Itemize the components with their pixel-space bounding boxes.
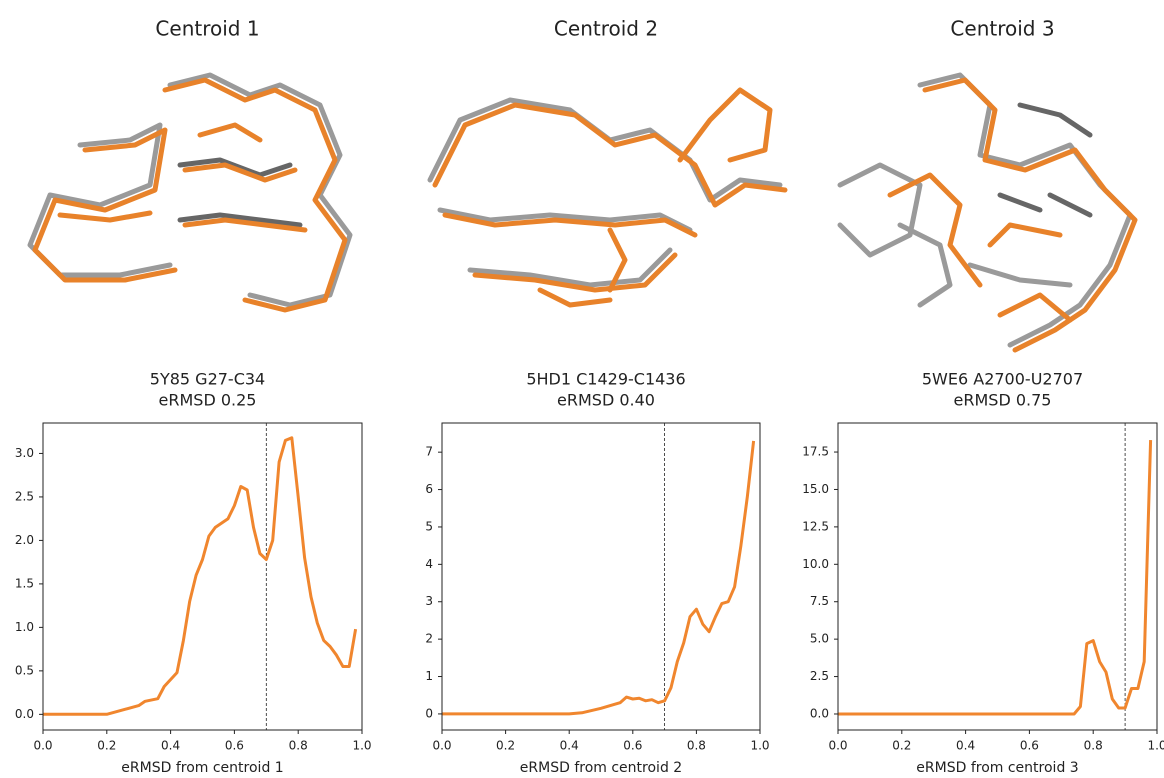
- y-tick-label: 7: [425, 445, 433, 459]
- structure-3: [837, 72, 1138, 353]
- y-tick-label: 2: [425, 632, 433, 646]
- x-axis-label: eRMSD from centroid 3: [916, 760, 1078, 776]
- x-tick-label: 0.4: [560, 739, 579, 753]
- panel-title: Centroid 1: [155, 17, 259, 41]
- y-tick-label: 7.5: [810, 594, 829, 608]
- data-line: [442, 440, 756, 716]
- y-tick-label: 5.0: [810, 632, 829, 646]
- x-tick-label: 0.6: [1020, 739, 1039, 753]
- x-tick-label: 0.6: [225, 739, 244, 753]
- structure-2: [427, 87, 788, 308]
- y-tick-label: 3: [425, 594, 433, 608]
- x-tick-label: 0.0: [33, 739, 52, 753]
- panel-subtitle: 5HD1 C1429-C1436: [526, 370, 685, 389]
- y-tick-label: 0.5: [15, 663, 34, 677]
- y-tick-label: 5: [425, 519, 433, 533]
- structure-1: [27, 72, 353, 313]
- y-tick-label: 3.0: [15, 446, 34, 460]
- y-tick-label: 15.0: [802, 482, 829, 496]
- data-line: [838, 440, 1153, 716]
- x-tick-label: 0.2: [97, 739, 116, 753]
- y-tick-label: 17.5: [802, 445, 829, 459]
- x-tick-label: 0.6: [623, 739, 642, 753]
- panel-title: Centroid 2: [554, 17, 658, 41]
- panel-subtitle: 5Y85 G27-C34: [150, 370, 265, 389]
- panel-subtitle: eRMSD 0.40: [557, 391, 655, 410]
- x-tick-label: 0.2: [892, 739, 911, 753]
- y-tick-label: 4: [425, 557, 433, 571]
- x-tick-label: 0.8: [1084, 739, 1103, 753]
- plot-frame: [42, 422, 363, 731]
- y-tick-label: 1.5: [15, 576, 34, 590]
- x-axis-label: eRMSD from centroid 2: [520, 760, 682, 776]
- x-tick-label: 0.4: [161, 739, 180, 753]
- y-tick-label: 2.5: [810, 669, 829, 683]
- y-tick-label: 1.0: [15, 620, 34, 634]
- x-tick-label: 0.2: [496, 739, 515, 753]
- y-tick-label: 12.5: [802, 519, 829, 533]
- y-tick-label: 2.5: [15, 489, 34, 503]
- data-line: [43, 436, 358, 716]
- panel-subtitle: eRMSD 0.75: [954, 391, 1052, 410]
- x-tick-label: 0.4: [956, 739, 975, 753]
- y-tick-label: 0: [425, 706, 433, 720]
- x-tick-label: 1.0: [1147, 739, 1164, 753]
- x-tick-label: 0.0: [828, 739, 847, 753]
- plot-frame: [837, 422, 1158, 731]
- x-tick-label: 0.0: [432, 739, 451, 753]
- x-tick-label: 1.0: [750, 739, 769, 753]
- plot-frame: [441, 422, 761, 731]
- x-tick-label: 1.0: [352, 739, 371, 753]
- panel-subtitle: 5WE6 A2700-U2707: [922, 370, 1083, 389]
- y-tick-label: 0.0: [810, 706, 829, 720]
- x-axis-label: eRMSD from centroid 1: [121, 760, 283, 776]
- y-tick-label: 0.0: [15, 707, 34, 721]
- y-tick-label: 6: [425, 482, 433, 496]
- y-tick-label: 10.0: [802, 557, 829, 571]
- panel-subtitle: eRMSD 0.25: [159, 391, 257, 410]
- x-tick-label: 0.8: [687, 739, 706, 753]
- x-tick-label: 0.8: [289, 739, 308, 753]
- y-tick-label: 1: [425, 669, 433, 683]
- y-tick-label: 2.0: [15, 533, 34, 547]
- panel-title: Centroid 3: [950, 17, 1054, 41]
